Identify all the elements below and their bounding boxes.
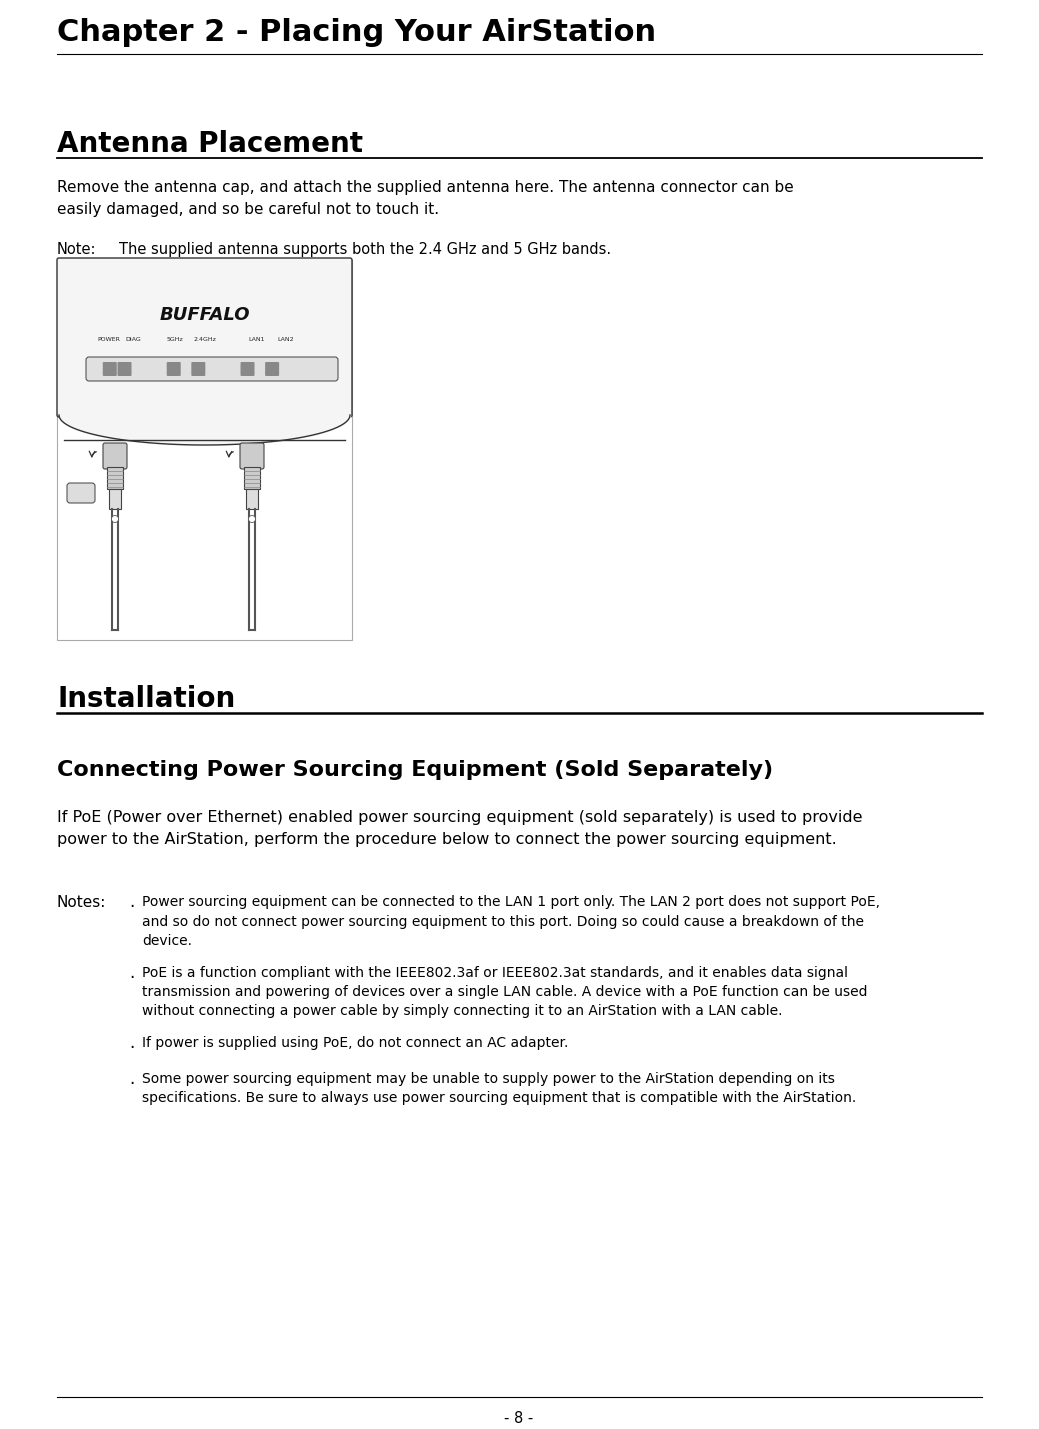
FancyBboxPatch shape	[240, 443, 264, 469]
Text: Note:: Note:	[57, 242, 97, 257]
Text: If power is supplied using PoE, do not connect an AC adapter.: If power is supplied using PoE, do not c…	[142, 1036, 568, 1050]
Text: The supplied antenna supports both the 2.4 GHz and 5 GHz bands.: The supplied antenna supports both the 2…	[119, 242, 611, 257]
Bar	[246, 489, 258, 509]
FancyBboxPatch shape	[86, 357, 338, 382]
FancyBboxPatch shape	[117, 362, 132, 376]
Text: 5GHz: 5GHz	[166, 337, 184, 342]
Text: Some power sourcing equipment may be unable to supply power to the AirStation de: Some power sourcing equipment may be una…	[142, 1072, 856, 1105]
Text: PoE is a function compliant with the IEEE802.3af or IEEE802.3at standards, and i: PoE is a function compliant with the IEE…	[142, 966, 868, 1019]
FancyBboxPatch shape	[166, 362, 181, 376]
FancyBboxPatch shape	[265, 362, 279, 376]
Text: BUFFALO: BUFFALO	[159, 306, 249, 324]
FancyBboxPatch shape	[66, 483, 95, 503]
FancyBboxPatch shape	[240, 362, 255, 376]
Text: Chapter 2 - Placing Your AirStation: Chapter 2 - Placing Your AirStation	[57, 19, 656, 47]
Text: 2.4GHz: 2.4GHz	[193, 337, 216, 342]
Bar	[107, 467, 123, 489]
Bar	[57, 260, 352, 640]
FancyBboxPatch shape	[57, 259, 352, 417]
Text: LAN1: LAN1	[248, 337, 265, 342]
Text: ·: ·	[129, 1075, 134, 1093]
Text: ·: ·	[129, 1039, 134, 1057]
Text: Connecting Power Sourcing Equipment (Sold Separately): Connecting Power Sourcing Equipment (Sol…	[57, 760, 773, 780]
FancyBboxPatch shape	[103, 443, 127, 469]
Text: If PoE (Power over Ethernet) enabled power sourcing equipment (sold separately) : If PoE (Power over Ethernet) enabled pow…	[57, 810, 862, 846]
Text: LAN2: LAN2	[277, 337, 294, 342]
Circle shape	[248, 516, 256, 523]
Text: Power sourcing equipment can be connected to the LAN 1 port only. The LAN 2 port: Power sourcing equipment can be connecte…	[142, 895, 880, 947]
FancyBboxPatch shape	[191, 362, 206, 376]
Text: Installation: Installation	[57, 684, 235, 713]
Circle shape	[111, 516, 118, 523]
Text: ·: ·	[129, 897, 134, 916]
Text: ·: ·	[129, 969, 134, 986]
FancyBboxPatch shape	[103, 362, 116, 376]
Text: DIAG: DIAG	[126, 337, 141, 342]
Text: Remove the antenna cap, and attach the supplied antenna here. The antenna connec: Remove the antenna cap, and attach the s…	[57, 180, 794, 217]
Text: Antenna Placement: Antenna Placement	[57, 130, 363, 159]
Bar	[244, 467, 260, 489]
Text: Notes:: Notes:	[57, 895, 106, 910]
Text: - 8 -: - 8 -	[504, 1410, 534, 1426]
Text: POWER: POWER	[98, 337, 121, 342]
Bar	[109, 489, 121, 509]
